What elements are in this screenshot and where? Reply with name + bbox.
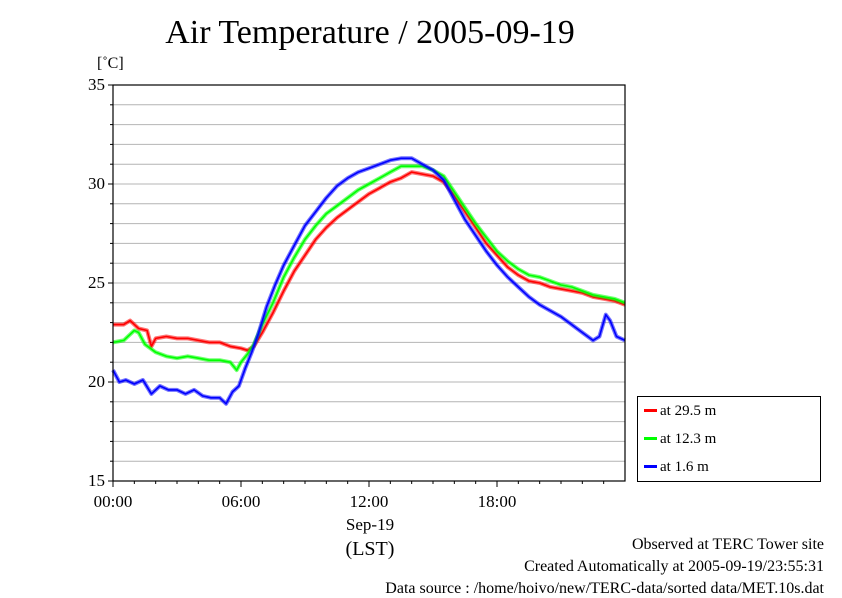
- y-tick-label: 25: [88, 273, 105, 292]
- y-tick-label: 20: [88, 372, 105, 391]
- y-axis-unit-label: [˚C]: [97, 55, 124, 72]
- footer-created: Created Automatically at 2005-09-19/23:5…: [524, 558, 824, 575]
- series-line: [113, 171, 626, 352]
- x-axis-date-label: Sep-19: [345, 515, 395, 534]
- y-tick-label: 35: [88, 75, 105, 94]
- x-tick-label: 18:00: [477, 492, 517, 511]
- legend-item-29-5m: at 29.5 m: [644, 403, 716, 419]
- legend-label: at 29.5 m: [660, 403, 717, 419]
- x-axis-title: (LST): [345, 538, 395, 560]
- footer-source: Data source : /home/hoivo/new/TERC-data/…: [385, 580, 824, 597]
- x-tick-label: 12:00: [349, 492, 389, 511]
- series-line-halo: [113, 170, 626, 353]
- series-line: [112, 165, 626, 371]
- x-tick-label: 06:00: [221, 492, 261, 511]
- y-tick-label: 15: [88, 471, 105, 490]
- legend-swatch-red: [644, 409, 657, 413]
- x-tick-label: 00:00: [93, 492, 133, 511]
- legend-label: at 12.3 m: [660, 431, 717, 447]
- legend-swatch-green: [644, 437, 657, 441]
- legend-swatch-blue: [644, 465, 657, 469]
- legend-item-1-6m: at 1.6 m: [644, 459, 709, 475]
- chart-title: Air Temperature / 2005-09-19: [165, 14, 575, 51]
- legend-item-12-3m: at 12.3 m: [644, 431, 716, 447]
- y-tick-label: 30: [88, 174, 105, 193]
- legend-box: at 29.5 m at 12.3 m at 1.6 m: [637, 396, 821, 482]
- footer-observed: Observed at TERC Tower site: [631, 536, 824, 553]
- series-line: [112, 157, 626, 405]
- legend-label: at 1.6 m: [660, 459, 709, 475]
